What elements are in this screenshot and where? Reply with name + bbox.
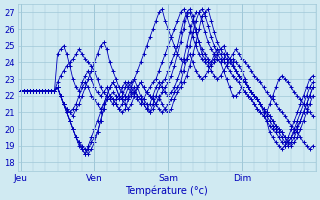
X-axis label: Température (°c): Température (°c) <box>125 185 208 196</box>
